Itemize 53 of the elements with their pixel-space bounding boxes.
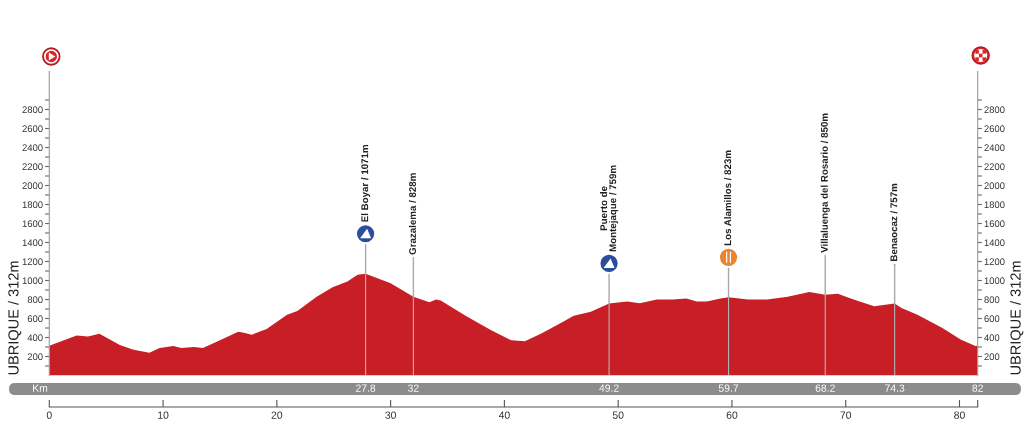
y2-tick-label: 1600 <box>984 220 1005 228</box>
annotation: Grazalema / 828m <box>408 173 417 255</box>
annotation: Los Alamillos / 823m <box>724 150 732 246</box>
x-tick-label: 0 <box>46 411 52 419</box>
x-tick-label: 20 <box>271 411 283 419</box>
y2-tick-label: 800 <box>984 296 1000 304</box>
x2-tick-label: 32 <box>407 384 419 392</box>
x-tick-label: 30 <box>385 411 397 419</box>
annotation: El Boyar / 1071m <box>361 145 371 222</box>
x2-tick-label: 68.2 <box>815 384 835 392</box>
y2-tick-label: 2200 <box>984 163 1005 171</box>
y-tick-label: 600 <box>27 315 43 323</box>
y-tick-label: 2000 <box>22 182 43 190</box>
y-tick-label: 1400 <box>22 239 43 247</box>
y2-tick-label: 400 <box>984 334 1000 342</box>
x2-tick-label: 59.7 <box>718 384 739 392</box>
y-tick-label: 2200 <box>22 163 43 171</box>
x2-tick-label: 74.3 <box>885 384 905 392</box>
x2-tick-label: 49.2 <box>599 384 619 392</box>
y-tick-label: 1000 <box>22 277 43 285</box>
y-tick-label: 2600 <box>22 125 43 133</box>
y2-tick-label: 1200 <box>984 258 1005 266</box>
x2-axis-title: Km <box>33 384 48 392</box>
x-tick-label: 70 <box>840 411 852 419</box>
x-tick-label: 40 <box>498 411 510 419</box>
x2-tick-label: 27.8 <box>355 384 376 392</box>
y2-tick-label: 200 <box>984 353 1000 361</box>
y2-tick-label: 2000 <box>984 182 1005 190</box>
y2-tick-label: 1000 <box>984 277 1005 285</box>
y-tick-label: 1200 <box>22 258 43 266</box>
y-tick-label: 2800 <box>22 106 43 114</box>
y2-tick-label: 2600 <box>984 125 1005 133</box>
x-tick-label: 80 <box>954 411 965 419</box>
y-axis-title: UBRIQUE / 312m <box>7 261 22 375</box>
annotation: Puerto de Montejaque / 759m <box>600 165 619 252</box>
y-tick-label: 1800 <box>22 201 43 209</box>
annotation: Villaluenga del Rosario / 850m <box>820 113 830 253</box>
annotation: Benaocaz / 757m <box>890 183 898 261</box>
x-tick-label: 10 <box>158 411 169 419</box>
y-tick-label: 1600 <box>22 220 43 228</box>
y-tick-label: 200 <box>27 353 43 361</box>
y2-tick-label: 1400 <box>984 239 1005 247</box>
y2-tick-label: 1800 <box>984 201 1005 209</box>
y-tick-label: 400 <box>27 334 43 342</box>
y2-tick-label: 600 <box>984 315 1000 323</box>
y2-tick-label: 2400 <box>984 144 1005 152</box>
y2-axis-title: UBRIQUE / 312m <box>1010 261 1024 375</box>
x2-tick-label: 82 <box>972 384 983 392</box>
x-tick-label: 60 <box>726 411 738 419</box>
y-tick-label: 800 <box>27 296 43 304</box>
y2-tick-label: 2800 <box>984 106 1005 114</box>
y-tick-label: 2400 <box>22 144 43 152</box>
x-tick-label: 50 <box>612 411 624 419</box>
